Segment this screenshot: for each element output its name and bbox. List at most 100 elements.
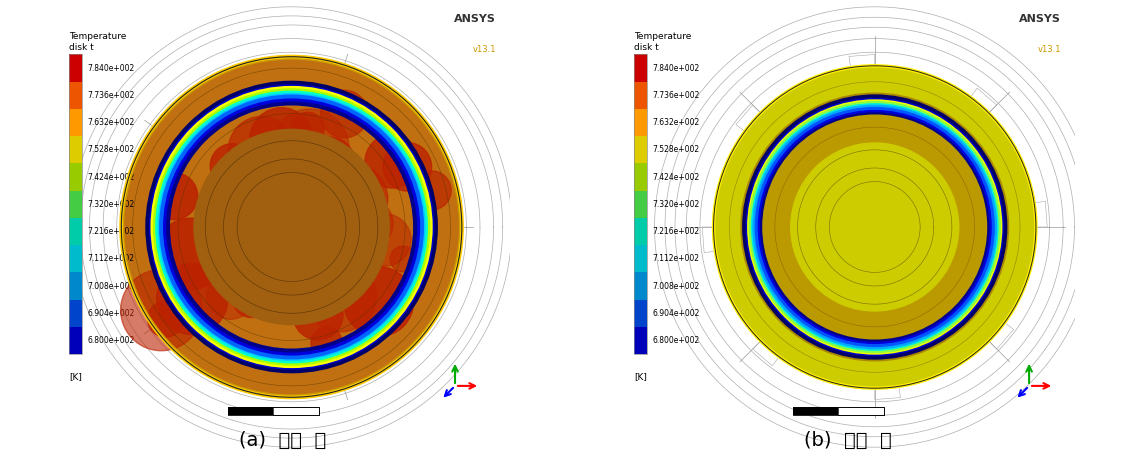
Bar [69,136,81,163]
Text: v13.1: v13.1 [1037,45,1061,54]
Bar [69,109,81,136]
Text: (b)  개발  휠: (b) 개발 휠 [803,430,892,449]
Text: disk t: disk t [634,43,659,52]
Circle shape [211,214,290,294]
Circle shape [270,259,327,316]
Circle shape [250,108,313,170]
Bar [634,136,646,163]
Circle shape [304,226,353,275]
Text: 7.008e+002: 7.008e+002 [87,281,134,291]
Bar [838,407,884,415]
Bar [273,407,319,415]
Text: (a)  기본  휠: (a) 기본 휠 [238,430,327,449]
Bar [69,245,81,272]
Text: 7.632e+002: 7.632e+002 [87,118,134,127]
Circle shape [157,263,228,335]
Text: 7.216e+002: 7.216e+002 [652,227,699,236]
Bar [793,407,884,415]
Text: 7.632e+002: 7.632e+002 [652,118,699,127]
Text: ANSYS: ANSYS [1019,14,1061,24]
Text: 7.736e+002: 7.736e+002 [87,91,134,100]
Circle shape [276,215,330,269]
Text: 7.008e+002: 7.008e+002 [652,281,699,291]
Circle shape [344,266,414,336]
Circle shape [365,134,419,188]
Text: Temperature: Temperature [634,32,692,41]
Bar [69,327,81,354]
Circle shape [210,143,254,188]
Circle shape [359,214,411,266]
Circle shape [304,260,376,332]
Circle shape [228,116,295,183]
Text: 7.528e+002: 7.528e+002 [652,145,699,154]
Circle shape [313,157,355,198]
Text: 7.528e+002: 7.528e+002 [87,145,134,154]
Bar [69,82,81,109]
Circle shape [148,301,184,337]
Bar [69,54,81,82]
Text: [K]: [K] [634,372,647,381]
Text: disk t: disk t [69,43,94,52]
Bar [228,407,319,415]
Bar [228,407,273,415]
Bar [634,300,646,327]
Bar [634,54,646,82]
Circle shape [713,66,1036,388]
Text: 6.800e+002: 6.800e+002 [87,336,134,345]
Circle shape [741,93,1008,361]
Text: 7.424e+002: 7.424e+002 [652,173,699,182]
Bar [634,218,646,245]
Circle shape [329,219,362,252]
Bar [69,272,81,300]
Circle shape [243,227,268,251]
Circle shape [293,218,347,272]
Circle shape [155,218,226,290]
Text: 7.840e+002: 7.840e+002 [652,64,699,73]
Circle shape [293,290,342,340]
Circle shape [207,272,254,319]
Text: Temperature: Temperature [69,32,127,41]
Circle shape [251,285,281,316]
Bar [69,191,81,218]
Circle shape [198,177,259,238]
Circle shape [791,143,958,311]
Circle shape [121,57,462,397]
Text: 7.112e+002: 7.112e+002 [87,254,134,263]
Text: ANSYS: ANSYS [454,14,496,24]
Bar [69,300,81,327]
Text: 7.424e+002: 7.424e+002 [87,173,134,182]
Circle shape [271,109,349,187]
Circle shape [287,234,311,257]
Circle shape [194,129,389,325]
Text: 7.736e+002: 7.736e+002 [652,91,699,100]
Circle shape [254,191,294,231]
Bar [634,245,646,272]
Circle shape [311,327,342,359]
Circle shape [294,162,356,223]
Bar [69,218,81,245]
Circle shape [282,228,345,290]
Circle shape [121,270,202,351]
Circle shape [344,198,393,249]
Text: 7.320e+002: 7.320e+002 [652,200,699,209]
Circle shape [318,163,388,234]
Text: 7.320e+002: 7.320e+002 [87,200,134,209]
Bar [793,407,838,415]
Circle shape [321,90,368,138]
Circle shape [313,201,337,225]
Text: 7.112e+002: 7.112e+002 [652,254,699,263]
Bar [634,163,646,191]
Bar [634,272,646,300]
Circle shape [412,171,451,210]
Bar [634,327,646,354]
Text: [K]: [K] [69,372,82,381]
Circle shape [383,143,432,191]
Text: 7.216e+002: 7.216e+002 [87,227,134,236]
Bar [634,54,646,354]
Circle shape [150,173,198,220]
Bar [69,163,81,191]
Text: 6.800e+002: 6.800e+002 [652,336,699,345]
Text: v13.1: v13.1 [472,45,496,54]
Bar [634,109,646,136]
Circle shape [749,101,1000,353]
